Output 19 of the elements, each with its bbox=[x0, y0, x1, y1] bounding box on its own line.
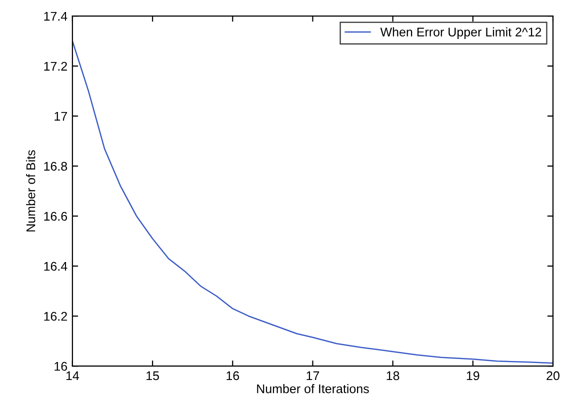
y-tick-label: 16.4 bbox=[44, 262, 68, 271]
y-tick-label: 16.8 bbox=[44, 162, 68, 171]
line-series bbox=[72, 40, 553, 364]
x-tick-label: 18 bbox=[386, 371, 400, 380]
legend-label: When Error Upper Limit 2^12 bbox=[380, 27, 542, 39]
y-tick-label: 17.2 bbox=[44, 62, 67, 71]
y-tick-label: 16.6 bbox=[44, 212, 68, 221]
x-tick-label: 15 bbox=[146, 371, 159, 380]
y-tick-label: 17.4 bbox=[44, 12, 68, 21]
x-axis-title: Number of Iterations bbox=[257, 384, 369, 394]
y-tick-label: 16.2 bbox=[44, 312, 67, 321]
x-tick-label: 14 bbox=[66, 371, 80, 380]
y-axis-title: Number of Bits bbox=[26, 150, 36, 232]
y-tick-label: 17 bbox=[54, 112, 67, 121]
x-tick-label: 20 bbox=[546, 371, 560, 380]
y-tick-label: 16 bbox=[54, 362, 68, 371]
x-tick-label: 19 bbox=[466, 371, 480, 380]
x-tick-label: 17 bbox=[306, 371, 320, 380]
x-tick-label: 16 bbox=[226, 371, 240, 380]
